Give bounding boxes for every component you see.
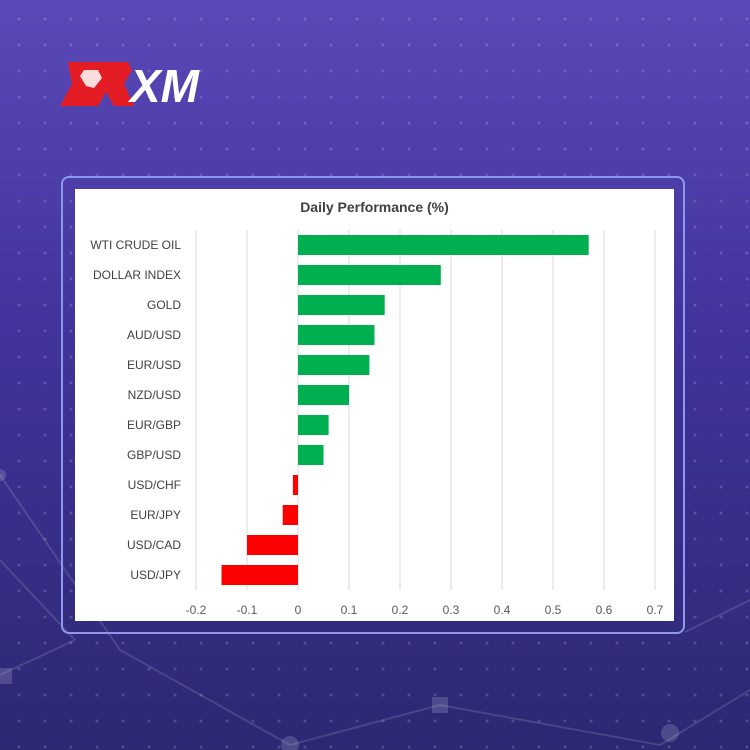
bar bbox=[247, 535, 298, 555]
y-category-label: USD/JPY bbox=[130, 568, 181, 582]
xm-logo: XM bbox=[60, 60, 201, 110]
y-category-label: EUR/JPY bbox=[130, 508, 181, 522]
y-category-label: NZD/USD bbox=[128, 388, 182, 402]
y-category-label: AUD/USD bbox=[127, 328, 181, 342]
bar bbox=[298, 445, 324, 465]
bar bbox=[292, 475, 298, 495]
y-category-label: EUR/GBP bbox=[127, 418, 181, 432]
x-tick-label: 0.5 bbox=[545, 603, 562, 617]
x-tick-label: 0.6 bbox=[596, 603, 613, 617]
y-category-label: USD/CHF bbox=[128, 478, 181, 492]
x-tick-label: 0 bbox=[295, 603, 302, 617]
bar bbox=[298, 265, 441, 285]
x-tick-label: 0.1 bbox=[341, 603, 358, 617]
x-tick-label: -0.2 bbox=[186, 603, 207, 617]
bar bbox=[298, 385, 349, 405]
chart-title: Daily Performance (%) bbox=[300, 199, 449, 215]
bar bbox=[298, 415, 329, 435]
y-category-label: DOLLAR INDEX bbox=[93, 268, 181, 282]
chart-panel-frame bbox=[61, 176, 685, 634]
y-category-label: USD/CAD bbox=[127, 538, 181, 552]
performance-bar-chart: -0.2 -0.1 0 0.1 0.2 0.3 0.4 0.5 0.6 0.7 WTI CRUDE … bbox=[90, 230, 664, 617]
bar bbox=[221, 565, 298, 585]
chart-card: Daily Performance (%) -0.2 -0.1 0 0.1 0.2 0.3… bbox=[75, 189, 674, 621]
bar bbox=[298, 355, 370, 375]
bar bbox=[282, 505, 298, 525]
bar bbox=[298, 325, 375, 345]
x-tick-label: 0.2 bbox=[392, 603, 409, 617]
x-tick-label: 0.3 bbox=[443, 603, 460, 617]
y-category-label: EUR/USD bbox=[127, 358, 181, 372]
y-category-label: GOLD bbox=[147, 298, 181, 312]
bar bbox=[298, 295, 385, 315]
y-category-label: WTI CRUDE OIL bbox=[90, 238, 181, 252]
xm-logo-wordmark: XM bbox=[127, 60, 201, 110]
bar bbox=[298, 235, 589, 255]
y-category-label: GBP/USD bbox=[127, 448, 181, 462]
x-tick-label: 0.7 bbox=[647, 603, 664, 617]
x-tick-label: -0.1 bbox=[237, 603, 258, 617]
x-tick-label: 0.4 bbox=[494, 603, 511, 617]
